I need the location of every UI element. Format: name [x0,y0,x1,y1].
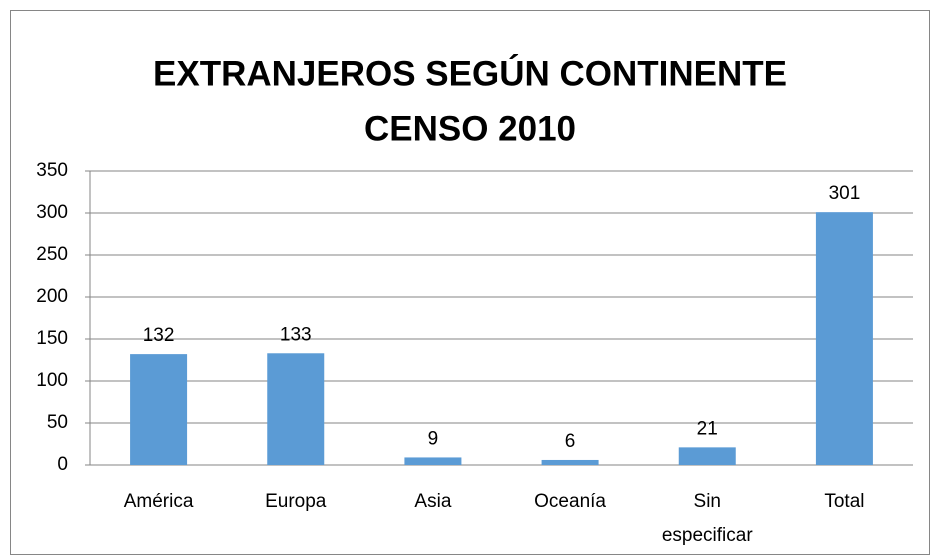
y-tick-label: 300 [36,202,68,223]
chart-title: EXTRANJEROS SEGÚN CONTINENTE [153,53,787,93]
data-label: 301 [829,183,861,204]
data-label: 9 [428,428,439,449]
y-tick-label: 200 [36,286,68,307]
x-tick-label: América [124,491,194,512]
x-tick-label: Sin especificar [662,491,753,546]
x-tick-label: Europa [265,491,327,512]
y-tick-label: 150 [36,328,68,349]
y-tick-label: 100 [36,370,68,391]
x-tick-label: Oceanía [534,491,606,512]
data-label: 133 [280,324,312,345]
x-tick-label: Asia [414,491,451,512]
y-tick-label: 350 [36,160,68,181]
bar [404,457,462,465]
data-label: 6 [565,431,576,452]
bar [815,212,873,465]
bar [541,459,599,465]
bar [678,447,736,465]
bar [130,354,188,465]
y-tick-label: 250 [36,244,68,265]
data-label: 21 [697,418,718,439]
y-tick-label: 50 [47,412,68,433]
data-label: 132 [143,325,175,346]
bar [267,353,325,465]
y-tick-label: 0 [57,454,68,475]
x-tick-label: Total [824,491,864,512]
chart-title: CENSO 2010 [364,109,576,148]
